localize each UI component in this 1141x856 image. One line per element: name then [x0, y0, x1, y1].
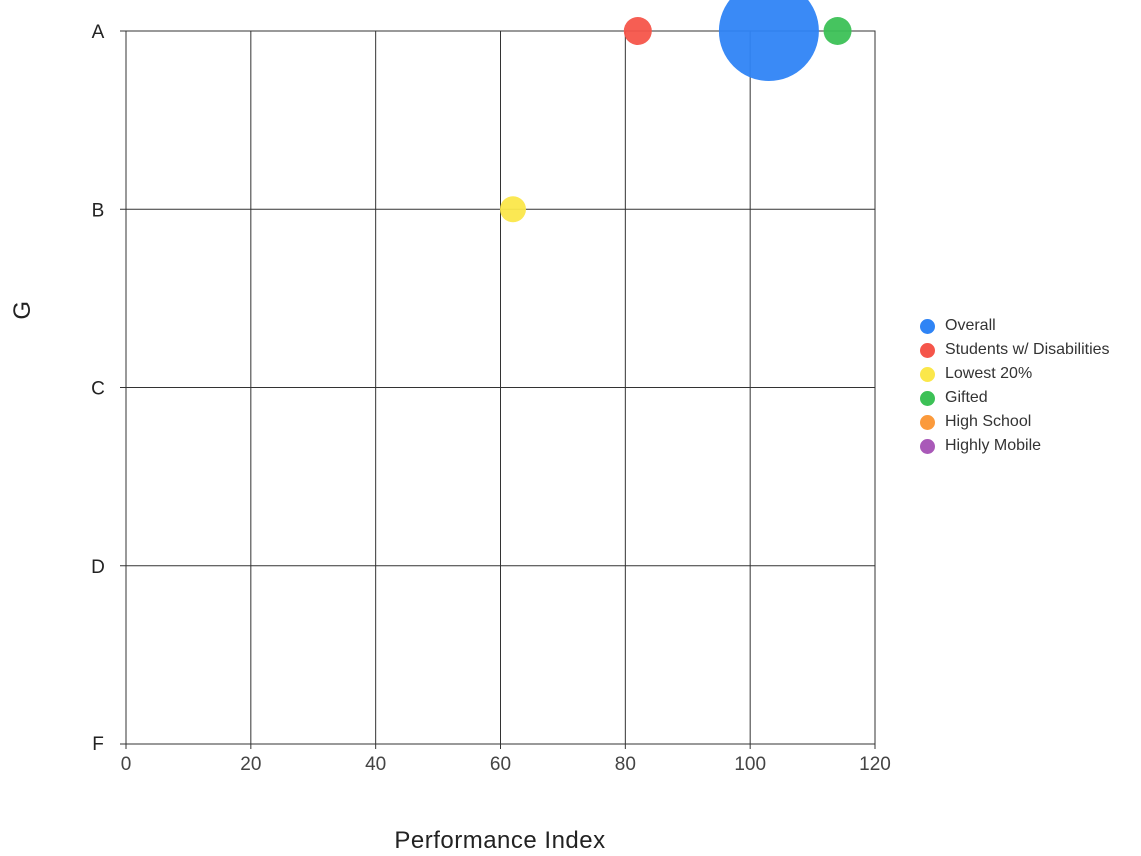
- legend-item[interactable]: High School: [920, 410, 1110, 434]
- x-tick-label: 80: [615, 754, 636, 775]
- legend-label: Students w/ Disabilities: [945, 341, 1110, 358]
- y-tick-label: F: [92, 734, 104, 755]
- legend-label: Gifted: [945, 389, 988, 406]
- y-axis-title: G: [9, 300, 36, 319]
- x-axis-title: Performance Index: [394, 827, 605, 854]
- legend-label: Highly Mobile: [945, 437, 1042, 454]
- y-tick-label: B: [92, 200, 105, 221]
- y-tick-labels: A B C D F: [91, 22, 105, 755]
- point-students-w-disabilities[interactable]: [623, 17, 652, 45]
- legend-item[interactable]: Gifted: [920, 386, 1110, 410]
- x-tick-label: 0: [121, 754, 132, 775]
- legend: Overall Students w/ Disabilities Lowest 20…: [920, 314, 1110, 458]
- legend-item[interactable]: Overall: [920, 314, 1110, 338]
- x-tick-label: 40: [365, 754, 386, 775]
- x-tick-labels: 0 20 40 60 80 100 120: [121, 754, 891, 775]
- legend-label: High School: [945, 413, 1032, 430]
- data-points: [499, 0, 852, 223]
- y-tick-label: A: [92, 22, 105, 43]
- point-lowest-20[interactable]: [499, 196, 526, 223]
- legend-swatch: [920, 342, 935, 358]
- x-tick-label: 60: [490, 754, 511, 775]
- legend-swatch: [920, 390, 935, 406]
- y-tick-label: C: [91, 379, 105, 400]
- legend-label: Overall: [945, 317, 996, 334]
- point-gifted[interactable]: [823, 17, 852, 45]
- legend-swatch: [920, 366, 935, 382]
- x-tick-label: 100: [734, 754, 766, 775]
- legend-swatch: [920, 438, 935, 454]
- legend-item[interactable]: Highly Mobile: [920, 434, 1110, 458]
- legend-swatch: [920, 414, 935, 430]
- point-overall[interactable]: [718, 0, 819, 81]
- y-tick-label: D: [91, 557, 105, 578]
- x-tick-label: 120: [859, 754, 891, 775]
- legend-item[interactable]: Lowest 20%: [920, 362, 1110, 386]
- legend-item[interactable]: Students w/ Disabilities: [920, 338, 1110, 362]
- legend-label: Lowest 20%: [945, 365, 1033, 382]
- grid: [120, 30, 876, 749]
- legend-swatch: [920, 318, 935, 334]
- x-tick-label: 20: [240, 754, 261, 775]
